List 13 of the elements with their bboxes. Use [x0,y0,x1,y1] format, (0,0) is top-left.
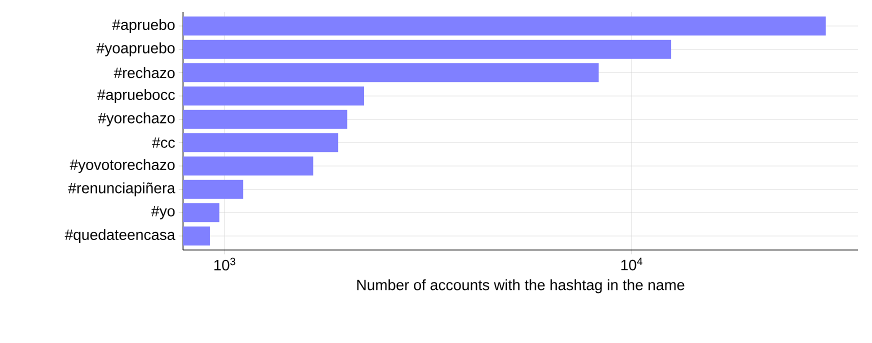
y-tick-label: #quedateencasa [64,229,176,243]
y-tick-label: #renunciapiñera [68,182,176,196]
y-tick-label: #rechazo [114,67,175,78]
y-tick-label: #apruebocc [97,89,175,103]
y-tick-label: #yoapruebo [96,42,175,56]
y-tick-label: #cc [152,137,175,148]
y-tick-label: #yorechazo [98,112,175,126]
x-axis-title: Number of accounts with the hashtag in the name [357,279,684,294]
y-tick-label: #yo [151,206,175,220]
y-tick-label: #yovotorechazo [70,159,175,173]
y-tick-label: #apruebo [112,19,175,33]
x-tick-label: 10$^{4}$ [621,258,642,270]
x-tick-label: 10$^{3}$ [214,258,236,270]
